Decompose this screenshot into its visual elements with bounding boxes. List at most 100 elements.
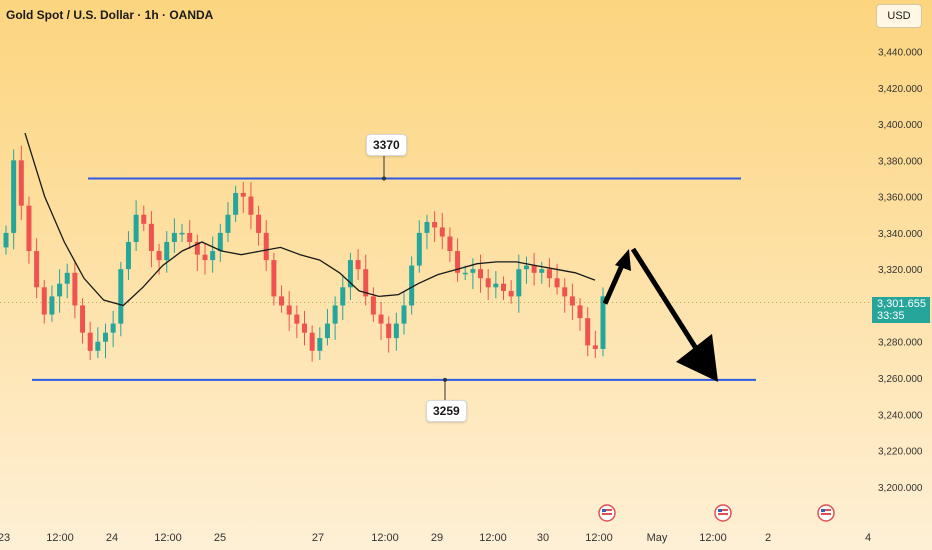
candle-countdown: 33:35 — [877, 310, 905, 322]
x-tick-label: 12:00 — [585, 532, 613, 544]
candle-body — [370, 296, 376, 315]
candle-body — [393, 323, 399, 339]
y-tick-label: 3,400.000 — [878, 120, 923, 131]
candle-body — [424, 222, 430, 233]
us-flag-icon — [598, 504, 616, 522]
y-tick-label: 3,200.000 — [878, 483, 923, 494]
x-tick-label: 24 — [106, 532, 118, 544]
candle-body — [103, 332, 108, 342]
candle-body — [57, 283, 63, 297]
candle-body — [279, 296, 285, 306]
y-tick-label: 3,320.000 — [878, 265, 923, 276]
support-anchor — [443, 377, 447, 382]
candle-body — [263, 232, 269, 261]
y-tick-label: 3,380.000 — [878, 156, 923, 167]
x-tick-label: 23 — [0, 532, 10, 544]
candles — [3, 145, 606, 362]
current-price-tag: 3,301.655 33:35 — [872, 297, 930, 323]
candle-body — [585, 318, 591, 346]
candle-body — [546, 269, 552, 279]
candle-body — [531, 265, 537, 273]
support-label[interactable]: 3259 — [426, 400, 467, 422]
candle-body — [148, 223, 154, 252]
candle-body — [447, 236, 453, 252]
resistance-label[interactable]: 3370 — [366, 134, 407, 156]
candle-body — [317, 338, 323, 351]
candle-body — [179, 232, 185, 235]
y-tick-label: 3,440.000 — [878, 48, 923, 59]
candle-body — [516, 269, 522, 297]
candle-body — [11, 160, 17, 233]
candle-body — [485, 278, 491, 288]
candle-body — [141, 214, 147, 224]
candle-body — [125, 241, 131, 270]
candle-body — [470, 269, 476, 273]
candle-body — [3, 232, 9, 248]
time-axis: 23 12:00 24 12:00 25 27 12:00 29 12:00 30 12:00 May… — [0, 504, 871, 544]
y-tick-label: 3,360.000 — [878, 193, 923, 204]
candle-body — [462, 272, 468, 275]
candle-body — [554, 278, 560, 288]
levels — [32, 156, 756, 400]
candle-body — [439, 227, 445, 237]
candle-body — [569, 296, 575, 306]
candle-body — [64, 272, 70, 284]
x-tick-label: 12:00 — [371, 532, 399, 544]
price-axis: 3,200.000 3,220.000 3,240.000 3,260.000 3,28… — [878, 48, 923, 494]
candle-body — [409, 265, 415, 306]
candle-body — [501, 283, 506, 291]
candle-body — [363, 269, 369, 297]
candle-body — [118, 269, 124, 324]
current-price-value: 3,301.655 — [877, 298, 926, 310]
candle-body — [478, 269, 484, 279]
y-tick-label: 3,280.000 — [878, 338, 923, 349]
candle-body — [202, 254, 208, 261]
projection-arrows — [602, 247, 718, 382]
candle-body — [156, 251, 162, 261]
candle-body — [210, 251, 216, 261]
candle-body — [332, 305, 338, 324]
candle-body — [378, 314, 384, 324]
x-tick-label: 2 — [765, 532, 771, 544]
candle-body — [233, 192, 239, 215]
x-tick-label: 12:00 — [479, 532, 507, 544]
candle-body — [340, 287, 346, 306]
candle-body — [592, 345, 598, 349]
y-tick-label: 3,240.000 — [878, 410, 923, 421]
candle-body — [41, 287, 47, 315]
candle-body — [539, 269, 545, 273]
candle-body — [187, 232, 193, 242]
candle-body — [355, 260, 361, 270]
candle-body — [217, 232, 223, 252]
candle-body — [110, 323, 116, 333]
candle-body — [240, 192, 246, 197]
candle-body — [286, 305, 292, 315]
candle-body — [34, 251, 40, 288]
candle-body — [26, 205, 32, 252]
candle-body — [271, 260, 277, 297]
candle-body — [248, 196, 254, 215]
x-tick-label: 4 — [865, 532, 871, 544]
candle-body — [256, 214, 262, 233]
candle-body — [171, 232, 177, 242]
us-flag-icon — [817, 504, 835, 522]
candle-body — [600, 296, 606, 349]
candle-body — [294, 314, 300, 324]
x-tick-label: 30 — [537, 532, 549, 544]
x-tick-label: 29 — [431, 532, 443, 544]
candle-body — [225, 214, 231, 233]
candle-body — [133, 214, 139, 242]
candle-body — [324, 323, 330, 339]
candle-body — [455, 251, 461, 273]
candle-body — [87, 332, 93, 351]
currency-button[interactable]: USD — [876, 4, 922, 28]
candle-body — [523, 265, 529, 270]
y-tick-label: 3,420.000 — [878, 84, 923, 95]
chart-title: Gold Spot / U.S. Dollar · 1h · OANDA — [6, 8, 214, 22]
candle-body — [508, 290, 514, 297]
candle-body — [416, 232, 422, 266]
us-flag-icon — [714, 504, 732, 522]
candle-body — [302, 323, 307, 333]
candle-body — [577, 305, 583, 319]
